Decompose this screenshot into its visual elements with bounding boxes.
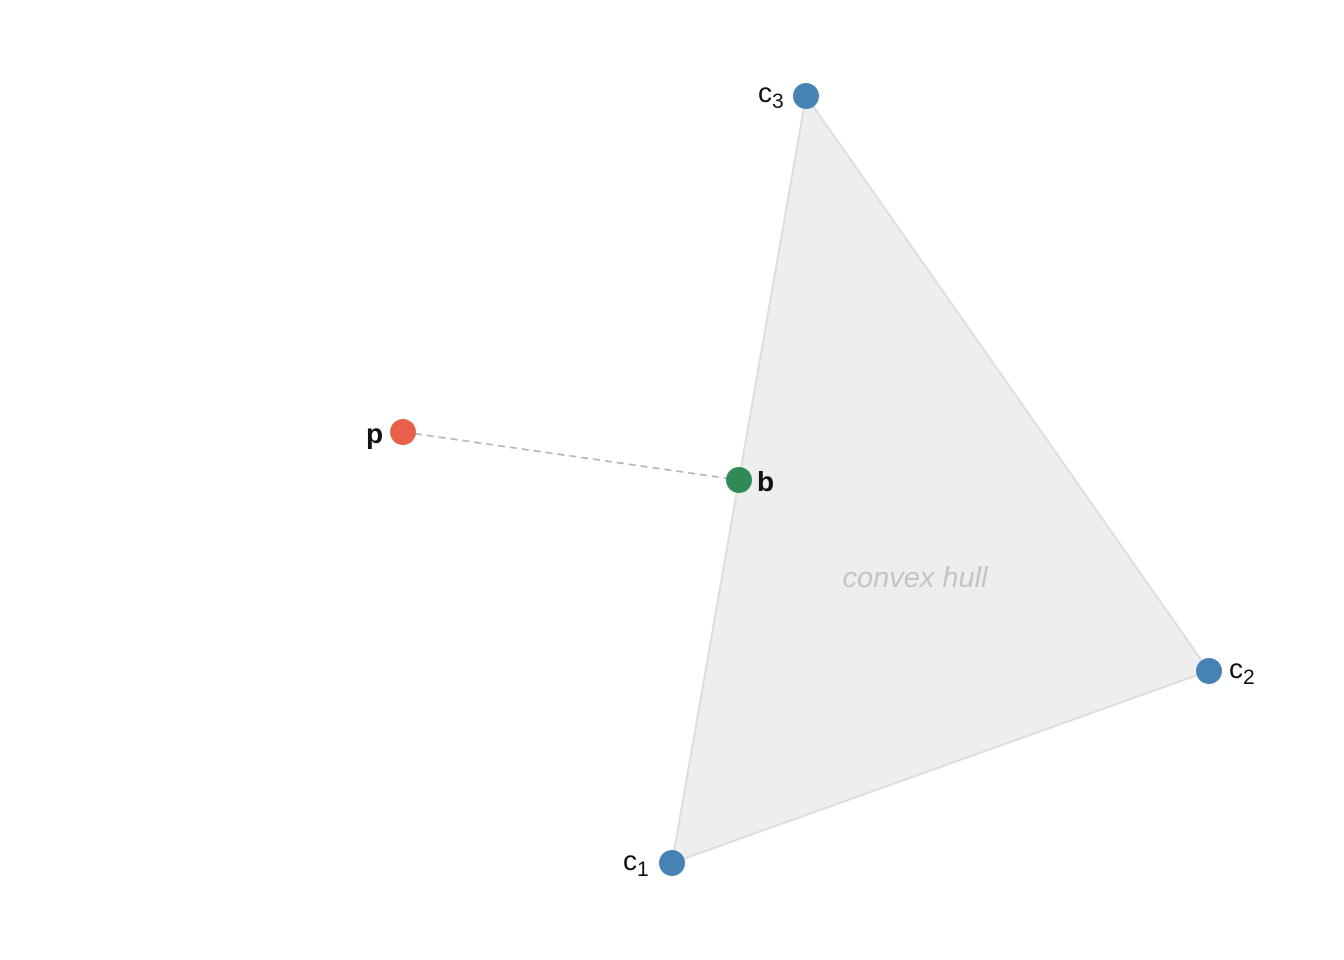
query-point-label: p xyxy=(366,418,383,449)
query-point-p xyxy=(390,419,416,445)
vertex-c2-label: c2 xyxy=(1229,653,1255,689)
convex-hull-polygon xyxy=(670,93,1211,865)
vertex-c3-label-sub: 3 xyxy=(772,90,784,113)
vertex-c2-label-base: c xyxy=(1229,653,1243,684)
projection-point-b xyxy=(726,467,752,493)
vertex-c1-point xyxy=(659,850,685,876)
vertex-c3-point xyxy=(793,83,819,109)
vertex-c3-label-base: c xyxy=(758,77,772,108)
vertex-c2-label-sub: 2 xyxy=(1243,666,1255,689)
p-to-b-dashed-line xyxy=(402,431,740,481)
vertex-c1-label-base: c xyxy=(623,845,637,876)
vertex-c1-label: c1 xyxy=(623,845,649,881)
vertex-c3-label: c3 xyxy=(758,77,784,113)
vertex-c2-point xyxy=(1196,658,1222,684)
projection-point-label: b xyxy=(757,466,774,497)
vertex-c1-label-sub: 1 xyxy=(637,858,649,881)
convex-hull-caption: convex hull xyxy=(842,562,989,594)
